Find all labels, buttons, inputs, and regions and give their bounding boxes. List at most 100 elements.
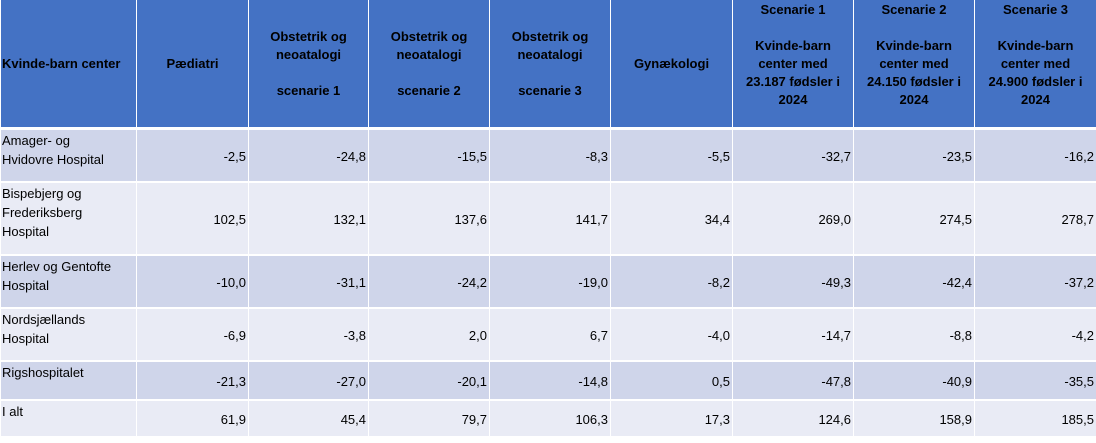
value-cell: -14,7: [732, 308, 854, 362]
value-cell: -16,2: [974, 128, 1096, 183]
header-line: Scenarie 1: [760, 2, 826, 17]
value-cell: -37,2: [974, 255, 1096, 309]
header-scenarie-3: Scenarie 3 Kvinde-barn center med 24.900…: [974, 0, 1096, 129]
value-cell: -20,1: [368, 361, 490, 401]
value-cell: -10,0: [136, 255, 249, 309]
value-cell: -31,1: [248, 255, 369, 309]
header-line: 23.187 fødsler i: [746, 74, 840, 89]
row-label-line: Frederiksberg: [2, 205, 83, 220]
value-cell: 185,5: [974, 400, 1096, 438]
value-cell: 6,7: [489, 308, 611, 362]
header-scenarie-2: Scenarie 2 Kvinde-barn center med 24.150…: [853, 0, 975, 129]
header-line: scenarie 1: [276, 82, 341, 98]
header-line: Kvinde-barn: [876, 38, 952, 53]
value-cell: 61,9: [136, 400, 249, 438]
row-label: Nordsjællands Hospital: [0, 308, 137, 362]
header-obstetrik-scenarie-2: Obstetrik og neoatalogi scenarie 2: [368, 0, 490, 129]
header-gynaekologi: Gynækologi: [610, 0, 733, 129]
value-cell: -5,5: [610, 128, 733, 183]
value-cell: 137,6: [368, 182, 490, 256]
header-line: center med: [758, 56, 828, 71]
header-line: neoatalogi: [517, 46, 583, 62]
header-line: Obstetrik og: [270, 28, 347, 44]
value-cell: -3,8: [248, 308, 369, 362]
header-line: Kvinde-barn: [755, 38, 831, 53]
header-line: scenarie 2: [397, 82, 461, 98]
value-cell: -23,5: [853, 128, 975, 183]
header-line: center med: [879, 56, 949, 71]
value-cell: 34,4: [610, 182, 733, 256]
row-label: I alt: [0, 400, 137, 438]
header-line: Kvinde-barn: [997, 38, 1074, 53]
value-cell: 79,7: [368, 400, 490, 438]
header-line: neoatalogi: [275, 46, 341, 62]
value-cell: 141,7: [489, 182, 611, 256]
header-line: 2024: [899, 92, 929, 107]
header-line: Scenarie 2: [881, 2, 947, 17]
header-line: 24.900 fødsler i: [988, 74, 1083, 89]
row-label-line: Amager- og: [2, 133, 70, 148]
value-cell: -42,4: [853, 255, 975, 309]
header-label: Gynækologi: [633, 55, 710, 71]
header-label: Pædiatri: [166, 55, 219, 71]
header-line: Obstetrik og: [511, 28, 589, 44]
value-cell: 17,3: [610, 400, 733, 438]
value-cell: -40,9: [853, 361, 975, 401]
value-cell: 45,4: [248, 400, 369, 438]
table-row: Amager- og Hvidovre Hospital -2,5 -24,8 …: [0, 128, 1096, 183]
value-cell: -35,5: [974, 361, 1096, 401]
value-cell: -8,3: [489, 128, 611, 183]
header-line: scenarie 3: [518, 82, 582, 98]
row-label-line: Hvidovre Hospital: [2, 152, 104, 167]
header-kvinde-barn-center: Kvinde-barn center: [0, 0, 137, 129]
row-label: Rigshospitalet: [0, 361, 137, 401]
header-obstetrik-scenarie-1: Obstetrik og neoatalogi scenarie 1: [248, 0, 369, 129]
header-line: 2024: [778, 92, 808, 107]
header-line: Scenarie 3: [1002, 2, 1069, 17]
value-cell: -24,8: [248, 128, 369, 183]
header-line: neoatalogi: [396, 46, 462, 62]
row-label: Herlev og Gentofte Hospital: [0, 255, 137, 309]
value-cell: 2,0: [368, 308, 490, 362]
value-cell: -8,2: [610, 255, 733, 309]
table-row: Bispebjerg og Frederiksberg Hospital 102…: [0, 182, 1096, 256]
value-cell: 269,0: [732, 182, 854, 256]
table-row: Herlev og Gentofte Hospital -10,0 -31,1 …: [0, 255, 1096, 309]
table-row: Nordsjællands Hospital -6,9 -3,8 2,0 6,7…: [0, 308, 1096, 362]
value-cell: 102,5: [136, 182, 249, 256]
value-cell: -8,8: [853, 308, 975, 362]
header-label: Kvinde-barn center: [2, 55, 121, 71]
value-cell: -27,0: [248, 361, 369, 401]
row-label-line: Rigshospitalet: [2, 365, 84, 380]
value-cell: -49,3: [732, 255, 854, 309]
table-row: Rigshospitalet -21,3 -27,0 -20,1 -14,8 0…: [0, 361, 1096, 401]
value-cell: -19,0: [489, 255, 611, 309]
value-cell: -4,2: [974, 308, 1096, 362]
value-cell: 274,5: [853, 182, 975, 256]
value-cell: -6,9: [136, 308, 249, 362]
row-label: Bispebjerg og Frederiksberg Hospital: [0, 182, 137, 256]
row-label-line: Nordsjællands: [2, 312, 86, 327]
header-scenarie-1: Scenarie 1 Kvinde-barn center med 23.187…: [732, 0, 854, 129]
row-label-line: Hospital: [2, 331, 49, 346]
value-cell: 132,1: [248, 182, 369, 256]
header-line: Obstetrik og: [390, 28, 468, 44]
value-cell: -15,5: [368, 128, 490, 183]
header-line: 2024: [1021, 92, 1050, 107]
header-paediatri: Pædiatri: [136, 0, 249, 129]
row-label-line: Hospital: [2, 224, 49, 239]
value-cell: -32,7: [732, 128, 854, 183]
value-cell: 278,7: [974, 182, 1096, 256]
value-cell: 124,6: [732, 400, 854, 438]
value-cell: -2,5: [136, 128, 249, 183]
value-cell: -21,3: [136, 361, 249, 401]
value-cell: 106,3: [489, 400, 611, 438]
row-label: Amager- og Hvidovre Hospital: [0, 128, 137, 183]
row-label-line: Bispebjerg og: [2, 186, 82, 201]
header-row: Kvinde-barn center Pædiatri Obstetrik og…: [0, 0, 1096, 129]
header-line: 24.150 fødsler i: [867, 74, 961, 89]
table-row-total: I alt 61,9 45,4 79,7 106,3 17,3 124,6 15…: [0, 400, 1096, 438]
row-label-line: I alt: [2, 404, 23, 419]
value-cell: -24,2: [368, 255, 490, 309]
